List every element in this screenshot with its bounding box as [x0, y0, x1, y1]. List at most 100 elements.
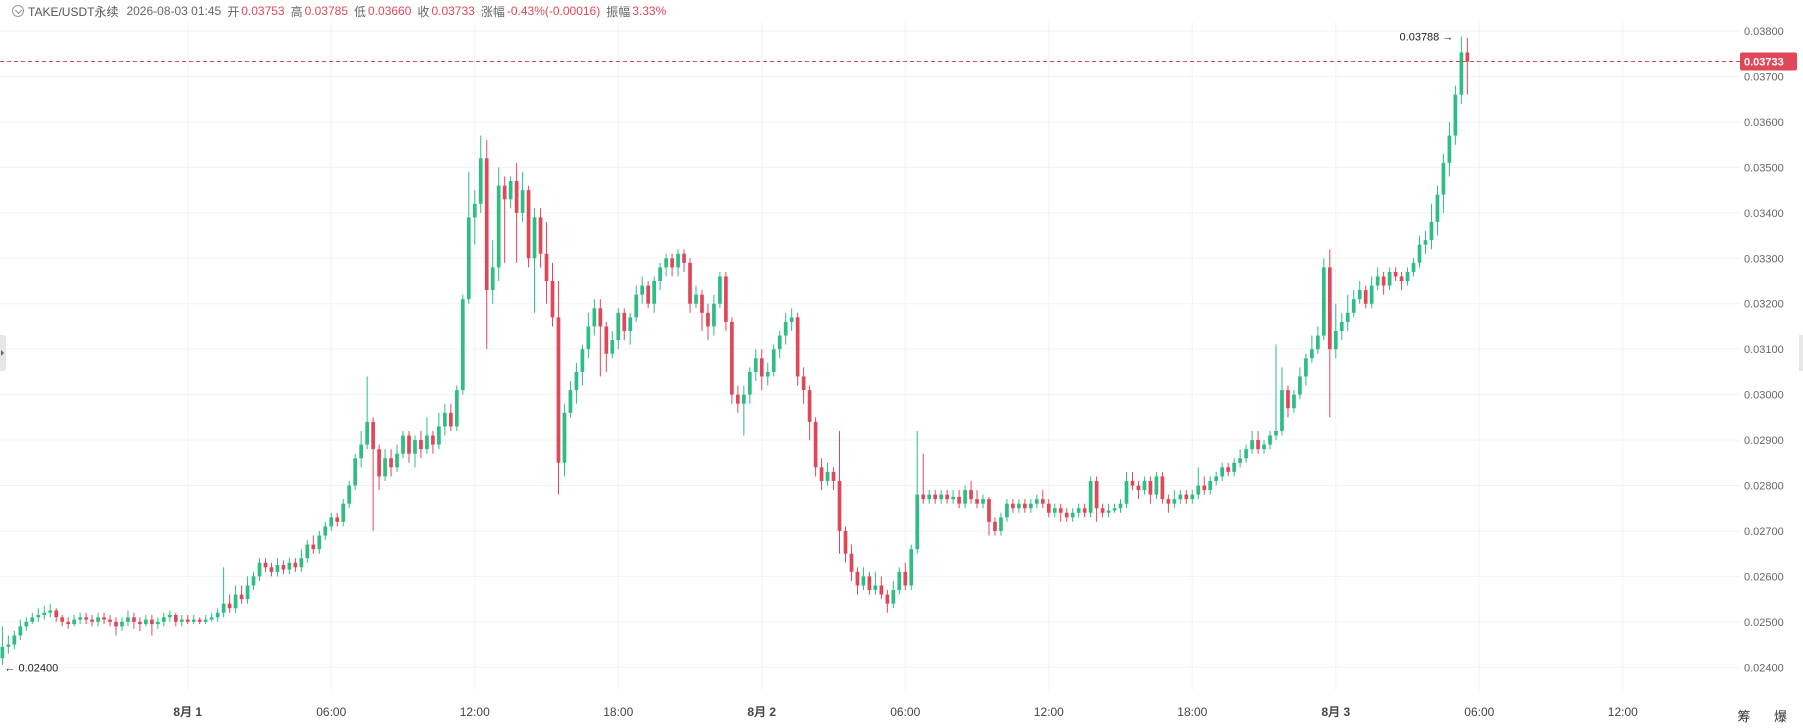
candle-body	[610, 340, 615, 354]
candle-body	[1399, 276, 1404, 282]
candle-body	[233, 594, 238, 609]
price-tick-label: 0.02800	[1744, 481, 1784, 493]
collapse-icon[interactable]	[12, 5, 24, 17]
candles	[0, 36, 1470, 666]
candle-body	[855, 571, 860, 586]
candle	[460, 294, 465, 395]
candle-body	[891, 590, 896, 604]
candle	[138, 617, 142, 631]
candle-body	[867, 576, 872, 591]
candle	[251, 571, 256, 591]
candle-body	[1381, 276, 1386, 286]
candle	[1023, 499, 1027, 513]
candle	[1286, 385, 1290, 418]
right-scroll-handle[interactable]	[1799, 335, 1803, 371]
candle-body	[275, 565, 280, 572]
candle-body	[1387, 271, 1392, 286]
candle	[419, 430, 423, 459]
candle	[472, 190, 477, 245]
candle	[879, 576, 884, 600]
price-tick-label: 0.03600	[1744, 117, 1784, 129]
candle	[807, 385, 812, 441]
candle	[945, 490, 949, 504]
candle-body	[78, 617, 82, 620]
candle	[335, 512, 340, 527]
time-tick-label: 8月 1	[173, 705, 202, 719]
candle-body	[1226, 467, 1231, 472]
candle-body	[185, 619, 190, 622]
candle	[1064, 508, 1069, 522]
candle-body	[1082, 508, 1087, 513]
candle-body	[478, 158, 483, 204]
candle-body	[502, 185, 507, 200]
candle	[359, 430, 364, 468]
candle	[1208, 476, 1213, 495]
candle-body	[1268, 435, 1272, 445]
price-tick-label: 0.03300	[1744, 253, 1784, 265]
candle	[1112, 503, 1117, 513]
candle	[161, 612, 166, 627]
candle-body	[1417, 244, 1422, 263]
candle	[610, 331, 615, 359]
candle	[311, 535, 316, 554]
candle-body	[981, 499, 985, 504]
high-label: 高	[290, 4, 303, 19]
candle	[443, 403, 447, 436]
candle	[287, 558, 292, 575]
candle	[825, 462, 830, 486]
candle	[173, 612, 178, 627]
candle-body	[419, 440, 423, 450]
candle-body	[413, 440, 417, 454]
candle-body	[209, 617, 214, 620]
candle-body	[718, 276, 722, 304]
close-value: 0.03733	[431, 4, 475, 18]
candle-body	[592, 308, 597, 327]
candle	[676, 249, 680, 277]
corner-buttons[interactable]: 筹 爆	[1737, 709, 1797, 724]
candle-body	[1298, 376, 1302, 395]
candle	[1058, 503, 1063, 522]
candle-body	[747, 371, 752, 395]
candle	[1393, 267, 1398, 282]
time-tick-label: 8月 3	[1321, 705, 1350, 719]
price-tick-label: 0.02500	[1744, 617, 1784, 629]
candle-body	[353, 458, 358, 486]
candle-body	[30, 617, 35, 622]
candle-body	[676, 253, 680, 268]
candle-body	[161, 617, 166, 622]
candle-body	[108, 619, 112, 622]
candle-body	[1244, 449, 1248, 459]
candle-body	[1232, 462, 1236, 472]
candle	[999, 512, 1003, 536]
candle	[1232, 458, 1236, 477]
candle	[813, 417, 818, 477]
candle-body	[293, 562, 298, 568]
candle	[108, 615, 112, 627]
candle	[532, 208, 537, 313]
candle-body	[156, 621, 160, 625]
price-axis[interactable]: 0.03800 0.03700 0.03600 0.03500 0.03400 0.033…	[1740, 26, 1797, 674]
time-axis[interactable]: 8月 1 06:00 12:00 18:00 8月 2 06:00 12:00 18:00 8月…	[173, 705, 1638, 719]
candle-body	[466, 217, 471, 300]
candle-body	[652, 281, 656, 304]
price-tick-label: 0.02700	[1744, 526, 1784, 538]
change-value: -0.43%(-0.00016)	[506, 4, 601, 18]
candle	[1423, 231, 1428, 254]
candle-body	[556, 317, 561, 463]
candle	[1435, 185, 1440, 236]
candle-body	[132, 617, 136, 622]
candle-body	[383, 458, 387, 477]
candle-body	[1310, 349, 1314, 359]
candle	[1327, 249, 1332, 418]
candle-body	[407, 435, 411, 454]
candle	[1381, 271, 1386, 295]
candle-body	[616, 312, 621, 341]
candle-body	[1339, 321, 1344, 332]
candle	[66, 617, 71, 629]
candle-body	[526, 190, 531, 259]
candle	[694, 285, 698, 309]
left-panel-toggle[interactable]	[0, 335, 6, 371]
candle-body	[1160, 476, 1165, 500]
candle	[84, 612, 88, 625]
